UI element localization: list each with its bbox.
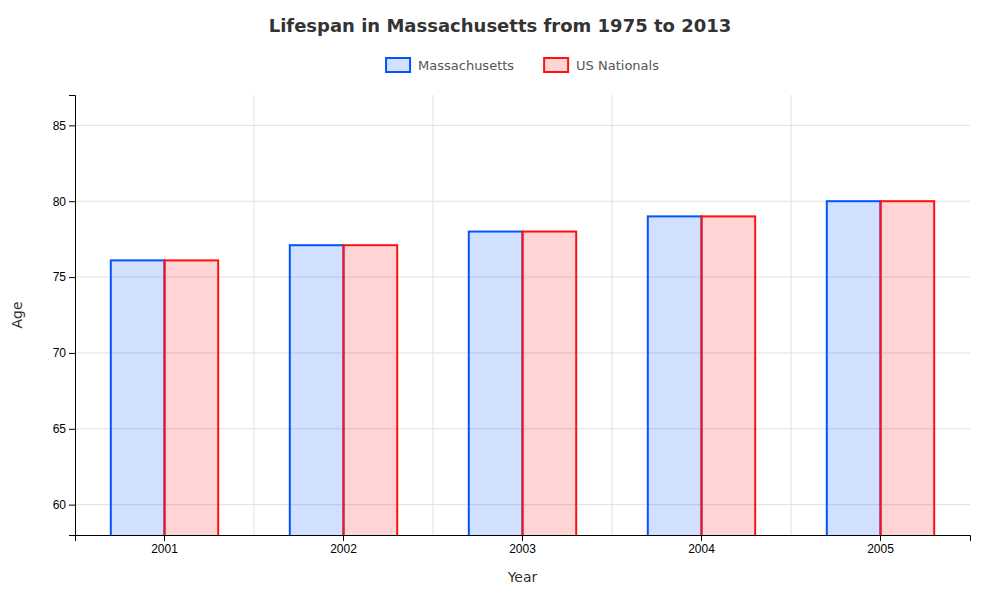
- x-tick-mark: [880, 535, 881, 541]
- y-tick-label: 70: [53, 346, 67, 360]
- legend-label: Massachusetts: [418, 58, 514, 73]
- grid-line: [75, 125, 970, 126]
- bar: [290, 245, 344, 535]
- y-tick-mark: [69, 505, 75, 506]
- y-tick-mark: [69, 125, 75, 126]
- bar: [648, 216, 702, 535]
- title: Lifespan in Massachusetts from 1975 to 2…: [269, 15, 732, 36]
- bar: [165, 260, 219, 535]
- x-tick-mark: [164, 535, 165, 541]
- bar: [881, 201, 935, 535]
- group-separator: [612, 95, 613, 535]
- y-tick: 60: [53, 498, 75, 512]
- x-tick-label: 2002: [330, 542, 357, 556]
- y-tick-mark: [69, 353, 75, 354]
- y-tick-mark: [69, 277, 75, 278]
- plot: 2001 2002 2003 2004 2005 60 65 70 75 80 85: [53, 95, 971, 600]
- chart: 2001 2002 2003 2004 2005 60 65 70 75 80 85 Year Age L…: [0, 0, 1000, 600]
- x-tick-mark: [701, 535, 702, 541]
- y-tick: 85: [53, 119, 75, 133]
- group-separator: [254, 95, 255, 535]
- legend-entry: Massachusetts: [386, 58, 514, 73]
- x-tick-mark: [522, 535, 523, 541]
- x-tick-label: 2001: [151, 542, 178, 556]
- x-tick: 2001: [151, 535, 178, 556]
- x-tick: 2005: [867, 535, 894, 556]
- legend: Massachusetts US Nationals: [386, 58, 659, 73]
- x-tick: 2002: [330, 535, 357, 556]
- x-axis-line: [76, 536, 971, 542]
- bars: [111, 201, 934, 535]
- x-tick: 2003: [509, 535, 536, 556]
- series: [165, 201, 935, 535]
- x-tick-label: 2003: [509, 542, 536, 556]
- bar: [523, 232, 577, 535]
- y-axis-line: [69, 96, 76, 536]
- x-axis: 2001 2002 2003 2004 2005: [76, 535, 971, 556]
- group-separator: [791, 95, 792, 535]
- y-axis: 60 65 70 75 80 85: [53, 96, 76, 536]
- y-tick-label: 65: [53, 422, 67, 436]
- x-tick-label: 2004: [688, 542, 715, 556]
- x-tick-mark: [343, 535, 344, 541]
- y-tick-mark: [69, 429, 75, 430]
- bar: [702, 216, 756, 535]
- x-tick: 2004: [688, 535, 715, 556]
- y-tick-label: 80: [53, 195, 67, 209]
- y-tick: 80: [53, 195, 75, 209]
- y-tick: 75: [53, 270, 75, 284]
- y-tick-label: 75: [53, 270, 67, 284]
- bar: [344, 245, 398, 535]
- group-separator: [433, 95, 434, 535]
- x-tick-label: 2005: [867, 542, 894, 556]
- legend-label: US Nationals: [576, 58, 659, 73]
- legend-swatch: [386, 58, 410, 72]
- y-tick-label: 85: [53, 119, 67, 133]
- bar: [111, 260, 165, 535]
- y-tick-label: 60: [53, 498, 67, 512]
- bar: [827, 201, 881, 535]
- y-axis-title: Age: [9, 301, 25, 328]
- y-tick-mark: [69, 201, 75, 202]
- bar: [469, 232, 523, 535]
- legend-swatch: [544, 58, 568, 72]
- y-tick: 70: [53, 346, 75, 360]
- x-axis-title: Year: [507, 569, 538, 585]
- legend-entry: US Nationals: [544, 58, 659, 73]
- y-tick: 65: [53, 422, 75, 436]
- series: [111, 201, 881, 535]
